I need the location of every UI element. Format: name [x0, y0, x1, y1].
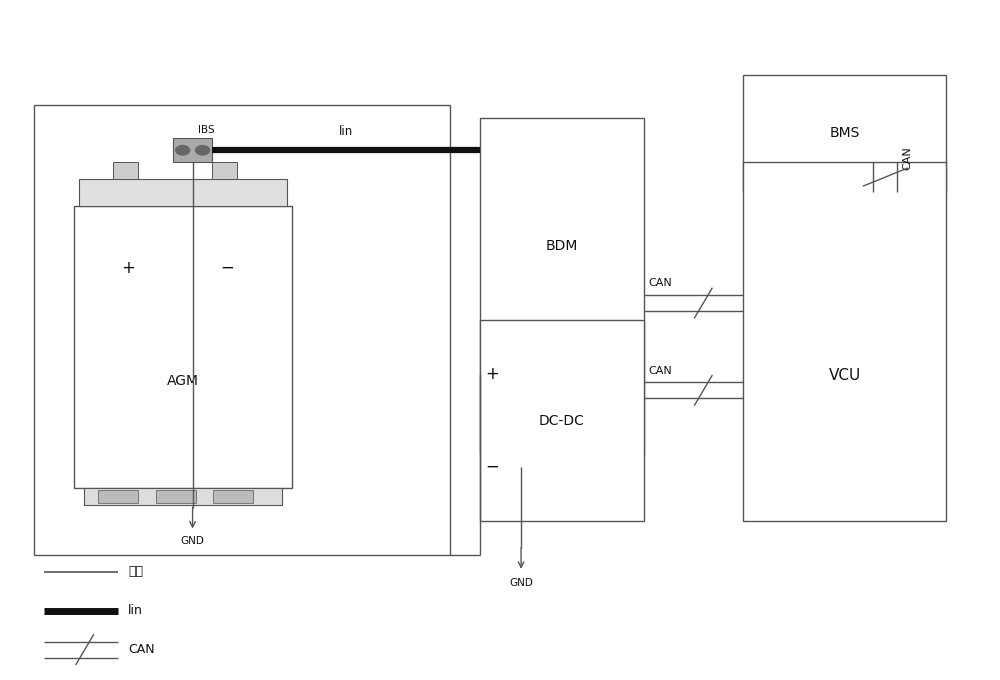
Text: BMS: BMS [829, 126, 860, 141]
Text: CAN: CAN [649, 366, 672, 375]
Text: +: + [485, 365, 499, 384]
Text: DC-DC: DC-DC [539, 413, 585, 428]
Text: AGM: AGM [167, 373, 199, 388]
Bar [743, 162, 946, 522]
Text: BDM: BDM [546, 239, 578, 253]
Bar [79, 179, 287, 205]
Bar [34, 105, 450, 555]
Text: CAN: CAN [649, 278, 672, 288]
Bar [84, 488, 282, 505]
Bar [98, 490, 138, 503]
Text: IBS: IBS [198, 125, 214, 135]
Bar [480, 320, 644, 522]
Text: lin: lin [128, 605, 143, 617]
Text: GND: GND [181, 536, 205, 546]
Bar [743, 75, 946, 192]
Text: −: − [220, 258, 234, 277]
Circle shape [176, 146, 190, 155]
Text: −: − [485, 458, 499, 476]
Bar [213, 490, 253, 503]
Text: +: + [121, 258, 135, 277]
Bar [480, 118, 644, 454]
Bar [74, 205, 292, 488]
Text: GND: GND [509, 579, 533, 588]
Text: lin: lin [339, 125, 353, 138]
Circle shape [196, 146, 209, 155]
Bar [156, 490, 196, 503]
Text: 硬线: 硬线 [128, 565, 143, 578]
Text: CAN: CAN [128, 643, 155, 656]
Text: CAN: CAN [902, 147, 912, 171]
Bar [212, 162, 237, 179]
Bar [173, 139, 212, 162]
Bar [113, 162, 138, 179]
Text: VCU: VCU [828, 368, 861, 383]
